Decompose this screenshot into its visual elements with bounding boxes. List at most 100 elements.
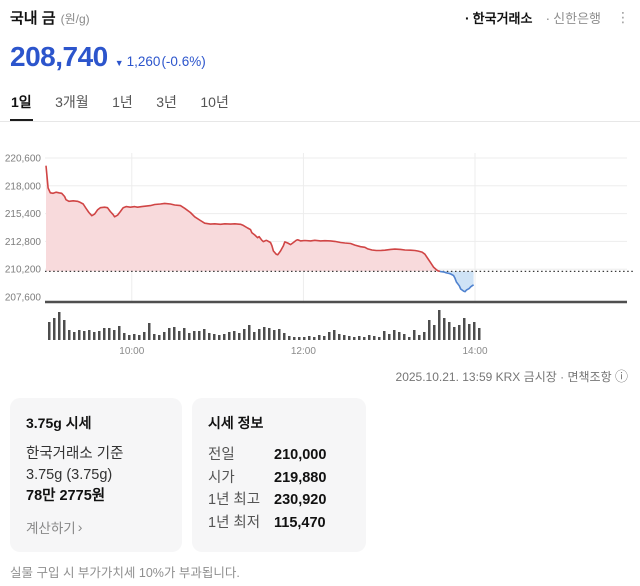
row-label: 전일	[208, 447, 235, 463]
x-tick-label: 14:00	[462, 346, 487, 357]
volume-bar	[248, 325, 251, 340]
volume-bar	[433, 325, 436, 340]
current-price: 208,740	[10, 41, 108, 72]
volume-bar	[118, 326, 121, 340]
tab-3months[interactable]: 3개월	[55, 94, 89, 110]
volume-bar	[333, 330, 336, 340]
volume-bar	[203, 329, 206, 340]
table-row: 전일 210,000	[208, 444, 350, 467]
volume-bar	[258, 329, 261, 340]
volume-bar	[373, 336, 376, 340]
source-tab-shinhan[interactable]: · 신한은행	[545, 8, 601, 27]
y-tick-label: 218,000	[5, 181, 42, 192]
volume-bar	[398, 332, 401, 340]
row-value: 115,470	[274, 514, 326, 531]
volume-bar	[473, 322, 476, 340]
timestamp: 2025.10.21. 13:59	[395, 370, 493, 384]
down-arrow-icon: ▼	[114, 57, 124, 68]
volume-bar	[223, 334, 226, 340]
volume-bar	[313, 337, 316, 340]
info-cards: 3.75g 시세 한국거래소 기준 3.75g (3.75g) 78만 2775…	[10, 398, 366, 552]
volume-bar	[138, 335, 141, 340]
volume-bar	[123, 333, 126, 340]
volume-bar	[238, 333, 241, 340]
volume-bar	[393, 330, 396, 340]
volume-bar	[273, 330, 276, 340]
volume-bar	[408, 337, 411, 340]
volume-bar	[318, 335, 321, 340]
chart-area[interactable]: 220,600 218,000 215,400 212,800 210,200 207,6…	[0, 145, 640, 360]
header: 국내 금 (원/g) · 한국거래소 · 신한은행 ⋮	[10, 7, 632, 28]
table-row: 1년 최고 230,920	[208, 489, 350, 512]
chevron-right-icon: ›	[77, 519, 83, 535]
volume-bar	[148, 323, 151, 340]
card-title: 3.75g 시세	[26, 415, 92, 431]
volume-bar	[303, 337, 306, 340]
info-icon[interactable]: ⓘ	[614, 369, 628, 384]
y-tick-label: 220,600	[5, 154, 42, 165]
tab-1year[interactable]: 1년	[112, 94, 133, 110]
volume-bar	[53, 318, 56, 340]
volume-bar	[133, 334, 136, 340]
tab-1day[interactable]: 1일	[10, 90, 33, 121]
volume-bar	[453, 327, 456, 340]
unit-price-card: 3.75g 시세 한국거래소 기준 3.75g (3.75g) 78만 2775…	[10, 398, 182, 552]
more-menu-icon[interactable]: ⋮	[616, 9, 630, 25]
tab-3years[interactable]: 3년	[156, 94, 177, 110]
volume-bar	[208, 333, 211, 340]
volume-bar	[458, 325, 461, 340]
volume-bar	[293, 337, 296, 340]
volume-bar	[198, 331, 201, 340]
volume-bar	[478, 328, 481, 340]
volume-bar	[283, 333, 286, 340]
volume-bar	[188, 333, 191, 340]
volume-bar	[268, 328, 271, 340]
volume-bar	[193, 331, 196, 340]
volume-bar	[58, 312, 61, 340]
volume-bar	[403, 334, 406, 340]
calculator-link[interactable]: 계산하기 ›	[26, 517, 82, 537]
source-tab-label: 신한은행	[553, 11, 601, 26]
volume-bar	[323, 336, 326, 340]
volume-bar	[178, 331, 181, 340]
volume-bar	[98, 331, 101, 340]
x-tick-label: 10:00	[119, 346, 144, 357]
price-basis: 한국거래소 기준	[26, 446, 124, 462]
volume-bar	[278, 329, 281, 340]
volume-bar	[378, 337, 381, 340]
volume-bar	[113, 330, 116, 340]
change-amount: 1,260	[126, 53, 161, 69]
volume-bar	[308, 336, 311, 340]
volume-bar	[418, 335, 421, 340]
source-tab-krx[interactable]: · 한국거래소	[465, 8, 532, 27]
volume-bar	[443, 318, 446, 340]
volume-bar	[438, 310, 441, 340]
change-percent: (-0.6%)	[161, 53, 206, 69]
volume-bar	[288, 336, 291, 340]
row-value: 230,920	[274, 492, 327, 508]
volume-bar	[213, 334, 216, 340]
title-text: 국내 금	[10, 10, 56, 27]
volume-bar	[63, 320, 66, 340]
bullet-icon: ·	[465, 9, 470, 26]
table-row: 1년 최저 115,470	[208, 512, 350, 535]
volume-bar	[158, 335, 161, 340]
row-value: 219,880	[274, 469, 327, 486]
tab-10years[interactable]: 10년	[200, 94, 229, 110]
volume-bar	[383, 331, 386, 340]
volume-bar	[218, 335, 221, 340]
volume-bar	[128, 335, 131, 340]
volume-bar	[253, 332, 256, 340]
volume-bar	[368, 335, 371, 340]
row-label: 1년 최고	[208, 492, 261, 508]
volume-bar	[183, 328, 186, 340]
volume-bar	[343, 335, 346, 340]
disclaimer-link[interactable]: 면책조항	[567, 370, 612, 384]
price-line-red	[45, 165, 441, 273]
volume-bar	[353, 337, 356, 340]
volume-bar	[338, 334, 341, 340]
range-tabs: 1일 3개월 1년 3년 10년	[0, 90, 640, 122]
weight-spec: 3.75g (3.75g)	[26, 467, 113, 483]
volume-bar	[358, 336, 361, 340]
meta-separator: ·	[560, 370, 565, 384]
